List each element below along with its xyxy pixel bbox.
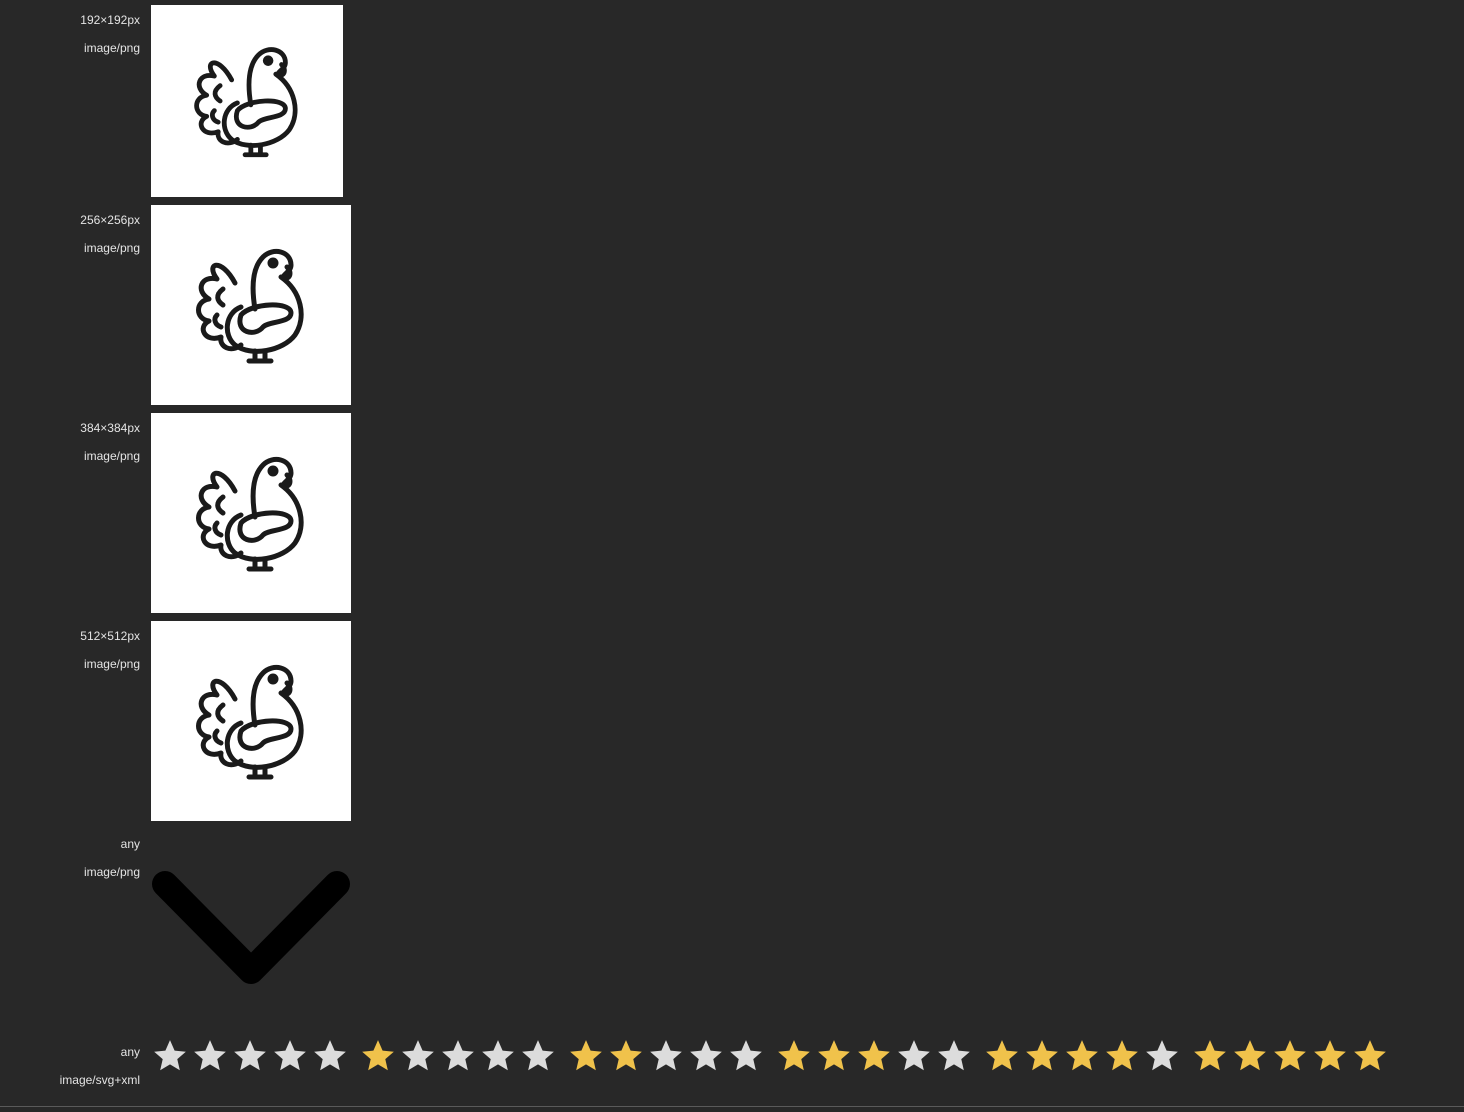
icon-size-label: 512×512px: [80, 629, 140, 643]
icon-type-label: image/png: [83, 41, 140, 55]
star-empty-icon: [522, 1040, 554, 1071]
chevron-down-icon: [151, 829, 351, 1029]
star-filled-icon: [778, 1040, 810, 1071]
star-empty-icon: [314, 1040, 346, 1071]
star-filled-icon: [1314, 1040, 1346, 1071]
star-filled-icon: [986, 1040, 1018, 1071]
icon-type-label: image/png: [83, 449, 140, 463]
star-rating-group: [1191, 1037, 1389, 1075]
star-empty-icon: [274, 1040, 306, 1071]
star-filled-icon: [1026, 1040, 1058, 1071]
star-filled-icon: [1234, 1040, 1266, 1071]
star-empty-icon: [194, 1040, 226, 1071]
icon-size-label: any: [120, 837, 140, 851]
icon-type-label: image/png: [83, 241, 140, 255]
icon-type-label: image/svg+xml: [59, 1073, 140, 1087]
star-empty-icon: [690, 1040, 722, 1071]
star-filled-icon: [1354, 1040, 1386, 1071]
star-filled-icon: [1274, 1040, 1306, 1071]
icon-type-label: image/png: [83, 657, 140, 671]
turkey-icon: [151, 413, 351, 613]
star-rating-group: [359, 1037, 557, 1075]
star-rating-group: [151, 1037, 349, 1075]
icon-type-label: image/png: [83, 865, 140, 879]
star-filled-icon: [1066, 1040, 1098, 1071]
icon-size-label: 192×192px: [80, 13, 140, 27]
star-rating-group: [775, 1037, 973, 1075]
star-empty-icon: [234, 1040, 266, 1071]
star-empty-icon: [938, 1040, 970, 1071]
star-filled-icon: [818, 1040, 850, 1071]
star-empty-icon: [154, 1040, 186, 1071]
star-filled-icon: [1106, 1040, 1138, 1071]
star-empty-icon: [402, 1040, 434, 1071]
star-empty-icon: [1146, 1040, 1178, 1071]
divider: [0, 1106, 1464, 1107]
turkey-icon: [151, 5, 343, 197]
star-empty-icon: [650, 1040, 682, 1071]
icon-size-label: any: [120, 1045, 140, 1059]
star-empty-icon: [730, 1040, 762, 1071]
icon-size-label: 384×384px: [80, 421, 140, 435]
star-filled-icon: [362, 1040, 394, 1071]
star-empty-icon: [482, 1040, 514, 1071]
star-filled-icon: [570, 1040, 602, 1071]
turkey-icon: [151, 621, 351, 821]
star-rating-group: [567, 1037, 765, 1075]
star-rating-group: [983, 1037, 1181, 1075]
star-empty-icon: [442, 1040, 474, 1071]
star-filled-icon: [858, 1040, 890, 1071]
star-filled-icon: [610, 1040, 642, 1071]
icon-size-label: 256×256px: [80, 213, 140, 227]
star-empty-icon: [898, 1040, 930, 1071]
star-rating-icon: [151, 1035, 1389, 1077]
star-filled-icon: [1194, 1040, 1226, 1071]
turkey-icon: [151, 205, 351, 405]
